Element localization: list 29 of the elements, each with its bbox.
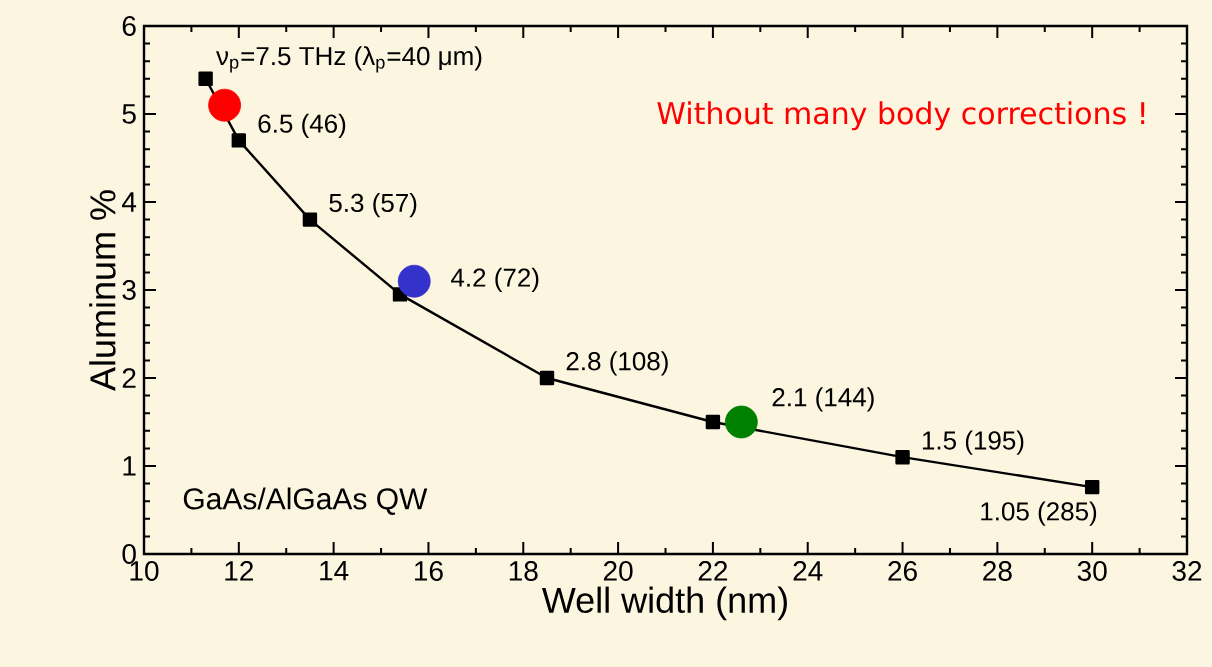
x-tick-label: 18	[509, 561, 538, 581]
x-tick-label: 30	[1077, 561, 1107, 581]
annotation: Without many body corrections !	[657, 101, 1145, 131]
y-tick-label: 1	[123, 456, 136, 476]
x-tick-label: 20	[603, 561, 633, 581]
annotation: 2.1 (144)	[772, 387, 874, 412]
annotation: 1.05 (285)	[981, 501, 1097, 526]
y-tick-label: 5	[122, 104, 136, 124]
y-tick-label: 3	[122, 280, 136, 300]
y-tick-label: 4	[121, 192, 137, 212]
annotation: 4.2 (72)	[451, 267, 539, 292]
annotation: 5.3 (57)	[329, 192, 417, 218]
x-tick-label: 14	[320, 561, 349, 581]
annotation: ν$_{p}$=7.5 THz (λ$_{p}$=40 μm)	[216, 46, 482, 73]
y-tick-label: 2	[122, 368, 136, 388]
x-tick-label: 26	[888, 561, 917, 581]
annotation: GaAs/AlGaAs QW	[183, 487, 428, 515]
annotation: 6.5 (46)	[258, 113, 346, 139]
y-axis-title: Aluminum %	[89, 190, 116, 391]
annotation: 1.5 (195)	[922, 430, 1024, 455]
x-tick-label: 16	[415, 561, 443, 581]
x-tick-label: 24	[793, 561, 823, 581]
x-tick-label: 28	[983, 561, 1012, 581]
x-tick-label: 22	[698, 561, 728, 581]
x-axis-title: Well width (nm)	[541, 586, 787, 621]
annotation: 2.8 (108)	[566, 351, 668, 376]
y-tick-label: 6	[122, 16, 136, 36]
x-tick-label: 12	[225, 561, 253, 581]
x-tick-label: 32	[1172, 561, 1202, 581]
